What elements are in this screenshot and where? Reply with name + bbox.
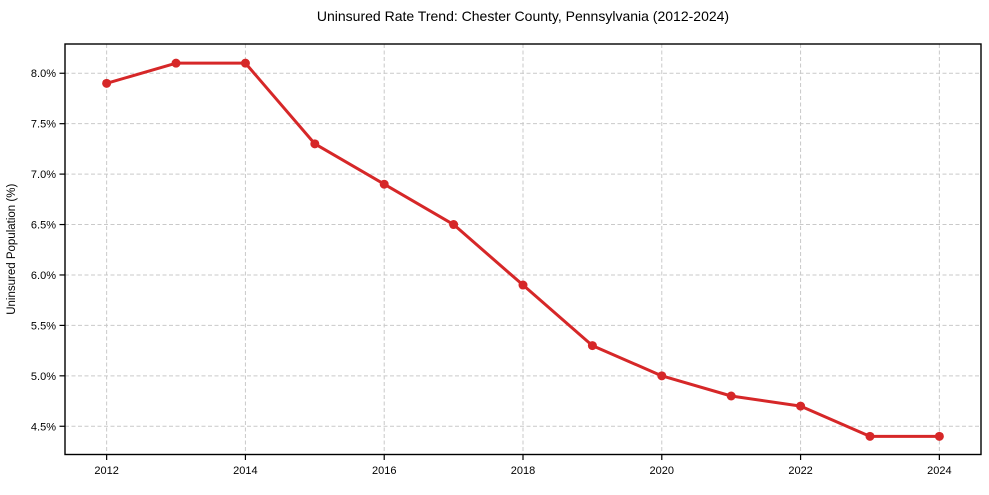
y-tick-label: 6.5%: [31, 220, 56, 232]
x-tick-label: 2014: [233, 465, 257, 477]
x-tick-label: 2020: [650, 465, 674, 477]
plot-frame: [64, 43, 982, 456]
y-tick-label: 6.0%: [31, 270, 56, 282]
x-tick-label: 2024: [927, 465, 951, 477]
y-tick-label: 7.0%: [31, 169, 56, 181]
y-tick-label: 8.0%: [31, 68, 56, 80]
gridlines: [65, 44, 981, 455]
data-point: [449, 220, 459, 230]
y-tick-label: 7.5%: [31, 119, 56, 131]
x-tick-label: 2018: [511, 465, 535, 477]
data-point: [102, 78, 112, 88]
y-tick-label: 5.5%: [31, 320, 56, 332]
y-tick-label: 4.5%: [31, 421, 56, 433]
tick-labels: 2012 2014 2016 2018 2020 2022 2024 4.5% 5.0% 5.5%…: [31, 68, 952, 477]
y-axis-label: Uninsured Population (%): [6, 184, 18, 315]
x-tick-label: 2022: [788, 465, 812, 477]
data-point: [379, 179, 389, 189]
axis-ticks: [59, 72, 940, 460]
data-point: [310, 139, 320, 149]
chart-title: Uninsured Rate Trend: Chester County, Pe…: [317, 8, 729, 24]
x-tick-label: 2016: [372, 465, 396, 477]
data-point: [865, 431, 875, 441]
x-tick-label: 2012: [94, 465, 118, 477]
data-series: [102, 58, 944, 441]
y-tick-label: 5.0%: [31, 371, 56, 383]
data-point: [587, 341, 597, 351]
data-point: [240, 58, 250, 68]
data-point: [518, 280, 528, 290]
data-point: [171, 58, 181, 68]
data-point: [934, 431, 944, 441]
data-point: [726, 391, 736, 401]
data-point: [796, 401, 806, 411]
data-point: [657, 371, 667, 381]
